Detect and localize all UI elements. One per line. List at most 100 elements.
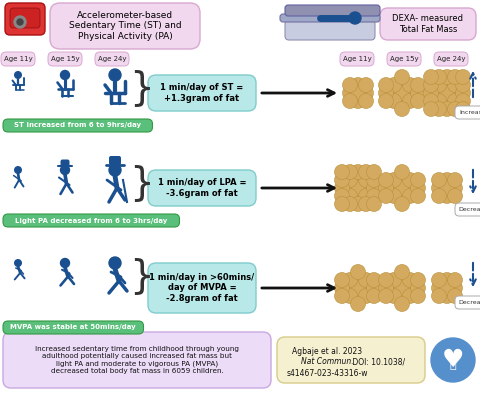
Circle shape bbox=[395, 94, 409, 108]
Circle shape bbox=[395, 180, 409, 195]
FancyBboxPatch shape bbox=[148, 170, 256, 206]
FancyBboxPatch shape bbox=[340, 52, 374, 66]
Circle shape bbox=[423, 77, 439, 92]
Circle shape bbox=[359, 165, 373, 180]
Text: Increase: Increase bbox=[460, 110, 480, 115]
Circle shape bbox=[403, 272, 418, 288]
Circle shape bbox=[109, 69, 121, 81]
Circle shape bbox=[350, 189, 365, 204]
Circle shape bbox=[350, 272, 365, 288]
Circle shape bbox=[367, 165, 382, 180]
Circle shape bbox=[343, 173, 358, 187]
Circle shape bbox=[359, 281, 373, 296]
Circle shape bbox=[440, 189, 455, 204]
Circle shape bbox=[379, 288, 394, 303]
Circle shape bbox=[386, 173, 401, 187]
Circle shape bbox=[350, 86, 365, 101]
Circle shape bbox=[350, 288, 365, 303]
Circle shape bbox=[350, 173, 365, 187]
Circle shape bbox=[343, 189, 358, 204]
Circle shape bbox=[403, 189, 418, 204]
Text: Age 11y: Age 11y bbox=[4, 56, 32, 62]
Circle shape bbox=[359, 77, 373, 92]
Circle shape bbox=[395, 264, 409, 279]
Circle shape bbox=[447, 101, 463, 116]
FancyBboxPatch shape bbox=[280, 14, 380, 22]
FancyBboxPatch shape bbox=[3, 332, 271, 388]
Circle shape bbox=[395, 173, 409, 187]
Circle shape bbox=[350, 281, 365, 296]
FancyBboxPatch shape bbox=[48, 52, 82, 66]
FancyBboxPatch shape bbox=[380, 8, 476, 40]
Circle shape bbox=[335, 189, 349, 204]
Text: 🩺: 🩺 bbox=[450, 360, 456, 370]
Circle shape bbox=[395, 196, 409, 211]
Circle shape bbox=[335, 288, 349, 303]
Circle shape bbox=[349, 12, 361, 24]
FancyBboxPatch shape bbox=[148, 75, 256, 111]
Circle shape bbox=[395, 296, 409, 312]
Circle shape bbox=[350, 94, 365, 108]
Circle shape bbox=[440, 94, 455, 108]
Text: Increased sedentary time from childhood through young
adulthood potentially caus: Increased sedentary time from childhood … bbox=[35, 346, 239, 374]
Circle shape bbox=[379, 272, 394, 288]
Circle shape bbox=[386, 94, 401, 108]
Circle shape bbox=[379, 180, 394, 195]
Circle shape bbox=[410, 77, 425, 92]
Circle shape bbox=[379, 189, 394, 204]
Text: }: } bbox=[130, 257, 155, 295]
Circle shape bbox=[447, 77, 463, 92]
Circle shape bbox=[395, 189, 409, 204]
Circle shape bbox=[343, 77, 358, 92]
Circle shape bbox=[359, 180, 373, 195]
Circle shape bbox=[440, 86, 455, 101]
Circle shape bbox=[440, 70, 455, 84]
FancyBboxPatch shape bbox=[148, 263, 256, 313]
FancyBboxPatch shape bbox=[5, 3, 45, 35]
Circle shape bbox=[440, 180, 455, 195]
Circle shape bbox=[367, 173, 382, 187]
Text: ST increased from 6 to 9hrs/day: ST increased from 6 to 9hrs/day bbox=[14, 123, 141, 129]
Circle shape bbox=[359, 196, 373, 211]
Text: Light PA decreased from 6 to 3hrs/day: Light PA decreased from 6 to 3hrs/day bbox=[15, 217, 168, 224]
Circle shape bbox=[432, 101, 446, 116]
FancyBboxPatch shape bbox=[95, 52, 129, 66]
Circle shape bbox=[367, 272, 382, 288]
Text: ♥: ♥ bbox=[442, 348, 464, 372]
Circle shape bbox=[367, 281, 382, 296]
Text: Age 11y: Age 11y bbox=[343, 56, 372, 62]
Circle shape bbox=[395, 288, 409, 303]
FancyBboxPatch shape bbox=[60, 160, 70, 166]
Circle shape bbox=[367, 196, 382, 211]
FancyBboxPatch shape bbox=[285, 20, 375, 40]
Circle shape bbox=[447, 180, 463, 195]
Circle shape bbox=[456, 77, 470, 92]
Circle shape bbox=[432, 77, 446, 92]
Circle shape bbox=[395, 101, 409, 116]
Circle shape bbox=[432, 272, 446, 288]
Circle shape bbox=[379, 94, 394, 108]
Circle shape bbox=[447, 189, 463, 204]
Circle shape bbox=[386, 180, 401, 195]
Circle shape bbox=[379, 86, 394, 101]
Circle shape bbox=[432, 173, 446, 187]
Circle shape bbox=[447, 70, 463, 84]
Circle shape bbox=[335, 281, 349, 296]
Circle shape bbox=[386, 77, 401, 92]
Circle shape bbox=[15, 167, 21, 173]
Circle shape bbox=[379, 281, 394, 296]
Circle shape bbox=[335, 173, 349, 187]
Circle shape bbox=[410, 189, 425, 204]
FancyBboxPatch shape bbox=[109, 156, 121, 165]
Text: }: } bbox=[130, 69, 155, 107]
Circle shape bbox=[440, 77, 455, 92]
Circle shape bbox=[359, 272, 373, 288]
Circle shape bbox=[335, 272, 349, 288]
Circle shape bbox=[395, 86, 409, 101]
Circle shape bbox=[343, 86, 358, 101]
Circle shape bbox=[350, 264, 365, 279]
Circle shape bbox=[343, 94, 358, 108]
Circle shape bbox=[431, 338, 475, 382]
Circle shape bbox=[343, 196, 358, 211]
FancyBboxPatch shape bbox=[50, 3, 200, 49]
